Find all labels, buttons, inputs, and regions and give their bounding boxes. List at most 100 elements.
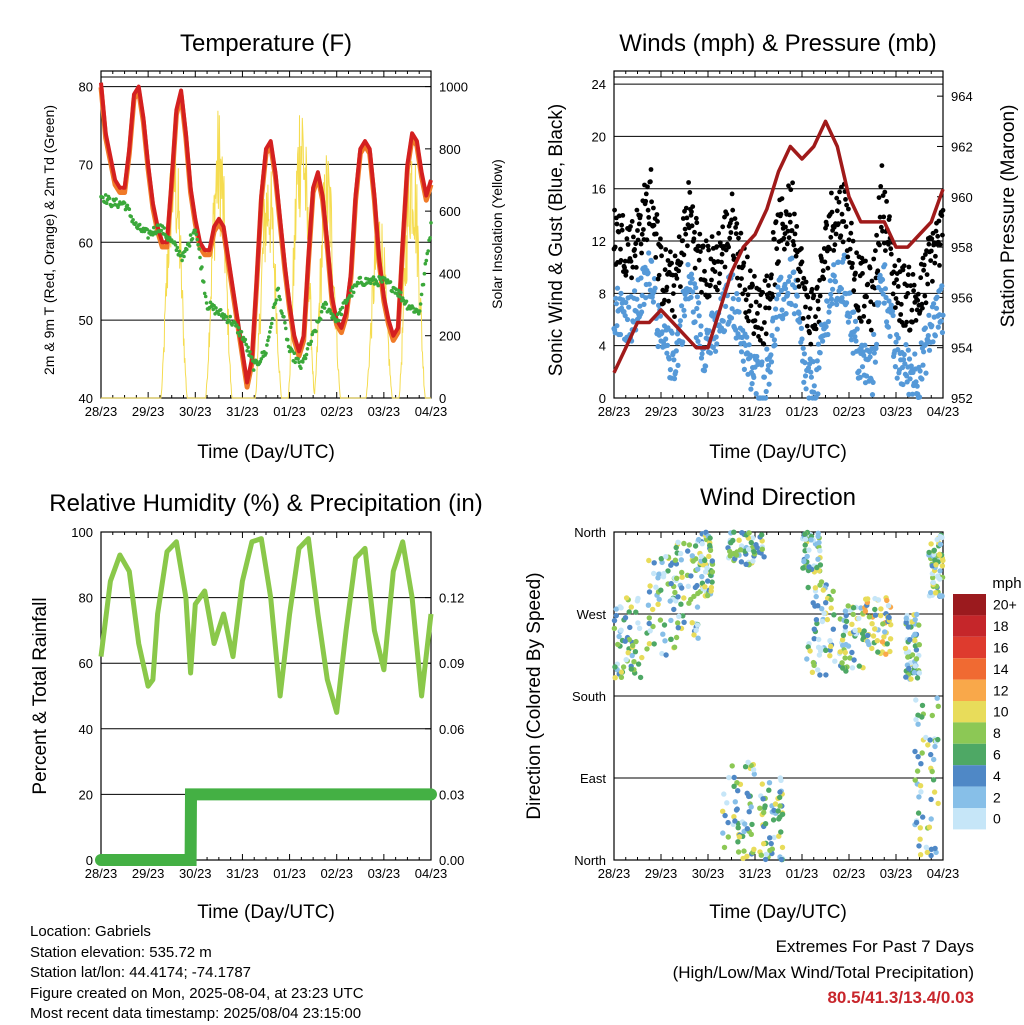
gust-point bbox=[930, 278, 935, 284]
colorbar-swatch bbox=[953, 679, 986, 701]
direction-point bbox=[740, 855, 746, 862]
dewpoint-point bbox=[350, 294, 354, 298]
direction-point bbox=[817, 548, 823, 554]
gust-point bbox=[829, 190, 834, 196]
gust-point bbox=[774, 246, 780, 252]
winds-ytick-label: 16 bbox=[592, 182, 606, 197]
direction-point bbox=[862, 608, 869, 614]
dewpoint-point bbox=[305, 347, 310, 351]
direction-point bbox=[748, 539, 754, 546]
direction-point bbox=[842, 655, 848, 661]
wind-point bbox=[645, 270, 651, 276]
colorbar-swatch bbox=[953, 636, 986, 659]
direction-point bbox=[750, 767, 757, 773]
gust-point bbox=[850, 261, 855, 266]
wind-point bbox=[763, 395, 769, 401]
wind-point bbox=[695, 338, 701, 344]
dewpoint-point bbox=[398, 294, 402, 299]
direction-point bbox=[915, 721, 921, 727]
direction-point bbox=[911, 669, 918, 676]
direction-point bbox=[675, 594, 681, 600]
direction-point bbox=[746, 809, 752, 815]
wind-point bbox=[886, 298, 892, 304]
gust-point bbox=[781, 235, 787, 241]
gust-point bbox=[900, 267, 906, 273]
gust-point bbox=[762, 278, 768, 283]
direction-point bbox=[757, 805, 763, 811]
direction-point bbox=[644, 646, 650, 652]
gust-point bbox=[802, 286, 808, 292]
temperature-ytick-label: 70 bbox=[79, 157, 93, 172]
gust-point bbox=[658, 244, 664, 250]
temperature-2m-line bbox=[99, 82, 433, 385]
direction-point bbox=[817, 672, 823, 678]
dewpoint-point bbox=[428, 236, 432, 240]
gust-point bbox=[779, 196, 785, 202]
gust-point bbox=[635, 228, 640, 233]
direction-point bbox=[650, 623, 656, 630]
direction-point bbox=[705, 578, 711, 584]
direction-point bbox=[932, 743, 938, 750]
gust-point bbox=[832, 242, 838, 248]
gust-point bbox=[747, 268, 753, 274]
direction-point bbox=[775, 808, 781, 814]
gust-point bbox=[726, 244, 731, 250]
wind-point bbox=[707, 350, 714, 356]
direction-point bbox=[745, 546, 752, 553]
gust-point bbox=[821, 276, 827, 282]
direction-point bbox=[913, 656, 920, 662]
gust-point bbox=[831, 248, 837, 253]
direction-point bbox=[681, 619, 687, 625]
gust-point bbox=[676, 234, 682, 240]
colorbar-swatch bbox=[953, 615, 986, 637]
gust-point bbox=[678, 284, 683, 289]
direction-point bbox=[761, 841, 767, 847]
dewpoint-point bbox=[277, 294, 282, 299]
gust-point bbox=[790, 239, 796, 244]
direction-point bbox=[707, 542, 713, 549]
wind-point bbox=[618, 290, 624, 296]
wind-point bbox=[876, 300, 882, 306]
gust-point bbox=[680, 216, 686, 221]
direction-point bbox=[673, 634, 680, 641]
gust-point bbox=[633, 241, 639, 247]
gust-point bbox=[671, 283, 677, 288]
wind-point bbox=[773, 306, 779, 312]
gust-point bbox=[770, 294, 775, 300]
dewpoint-point bbox=[162, 226, 166, 230]
gust-point bbox=[817, 277, 822, 283]
humidity-ytick-label: 60 bbox=[79, 656, 93, 671]
wind-point bbox=[765, 362, 772, 369]
wind-point bbox=[649, 258, 655, 264]
gust-point bbox=[839, 184, 844, 190]
wind-point bbox=[912, 351, 918, 357]
wind-point bbox=[923, 370, 929, 376]
direction-point bbox=[930, 777, 937, 783]
wind-point bbox=[940, 312, 946, 318]
direction-point bbox=[692, 543, 699, 549]
gust-point bbox=[727, 235, 733, 241]
temperature-xtick-label: 30/23 bbox=[179, 404, 212, 419]
wind-point bbox=[847, 314, 853, 320]
wind-point bbox=[747, 352, 753, 358]
dewpoint-point bbox=[228, 314, 232, 319]
direction-point bbox=[807, 648, 813, 654]
direction-point bbox=[761, 805, 768, 811]
direction-point bbox=[656, 571, 662, 577]
dewpoint-point bbox=[251, 368, 256, 372]
gust-point bbox=[618, 246, 623, 252]
direction-point bbox=[676, 613, 682, 619]
wind-point bbox=[771, 337, 778, 343]
direction-point bbox=[849, 649, 855, 656]
gust-point bbox=[618, 258, 624, 263]
wind-point bbox=[768, 352, 774, 358]
direction-point bbox=[663, 554, 669, 560]
wind-point bbox=[794, 293, 800, 299]
gust-point bbox=[752, 273, 757, 279]
gust-point bbox=[782, 246, 787, 252]
gust-point bbox=[890, 291, 896, 297]
dewpoint-point bbox=[188, 233, 193, 237]
winds-xtick-label: 29/23 bbox=[645, 404, 678, 419]
direction-point bbox=[813, 593, 819, 600]
direction-point bbox=[849, 621, 855, 627]
